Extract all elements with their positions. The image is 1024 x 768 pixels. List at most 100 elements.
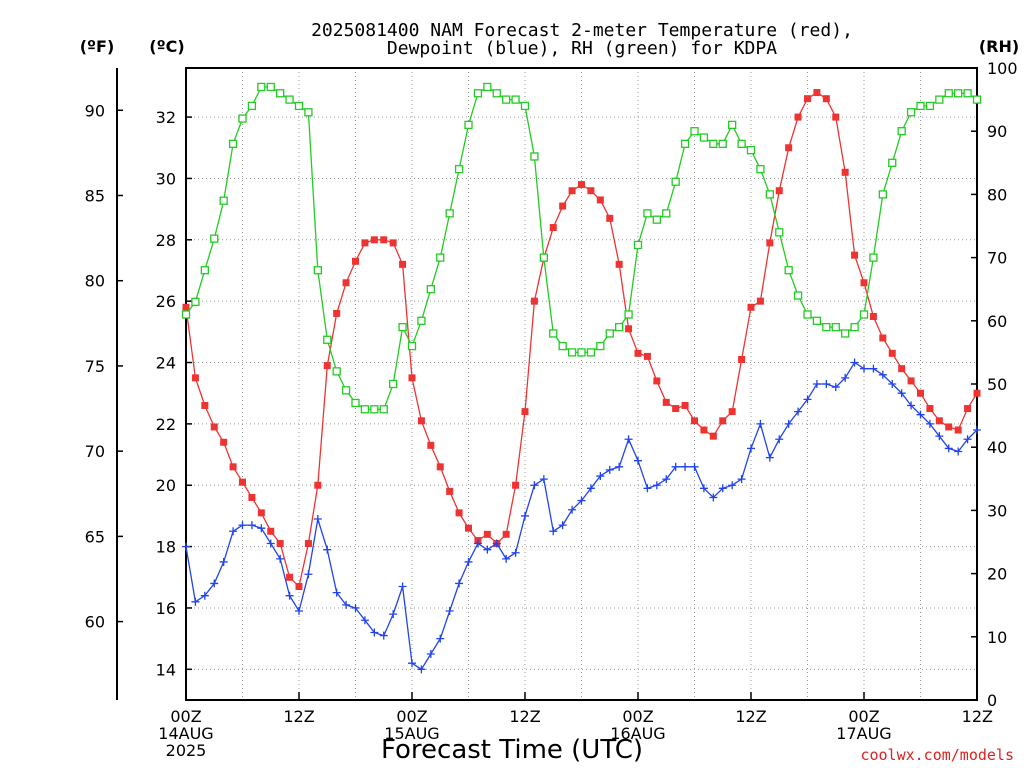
fahrenheit-tick-label: 80 [85, 272, 105, 291]
data-point [473, 539, 482, 548]
data-point [379, 405, 388, 414]
data-point [803, 310, 812, 319]
x-tick-label: 12Z [962, 707, 993, 726]
data-point [333, 309, 341, 317]
data-point [567, 348, 577, 357]
data-point [737, 139, 746, 148]
data-point [681, 462, 690, 471]
series-plus-1 [182, 358, 981, 674]
data-point [408, 659, 416, 668]
data-point [201, 401, 209, 409]
data-point [925, 419, 934, 428]
data-point [352, 257, 359, 265]
data-point [408, 374, 416, 382]
data-point [360, 405, 370, 414]
data-point [436, 463, 444, 471]
data-point [681, 401, 689, 409]
data-point [878, 370, 887, 379]
data-point [511, 95, 520, 104]
data-point [775, 228, 784, 237]
data-point [747, 444, 755, 453]
data-point [191, 597, 200, 606]
data-point [465, 524, 472, 532]
x-tick-label: 15AUG [384, 724, 439, 743]
data-point [483, 530, 491, 538]
data-point [775, 187, 783, 195]
data-point [549, 224, 557, 232]
data-point [200, 266, 209, 275]
rh-tick-label: 20 [987, 565, 1007, 584]
data-point [210, 579, 219, 588]
celsius-tick-label: 24 [156, 354, 176, 373]
data-point [313, 266, 322, 275]
data-point [219, 196, 228, 205]
data-point [238, 521, 247, 530]
data-point [454, 164, 464, 174]
data-point [972, 95, 982, 104]
data-point [812, 316, 822, 325]
data-point [869, 253, 878, 262]
data-point [530, 152, 539, 161]
x-tick-label: 14AUG [158, 724, 213, 743]
data-point [276, 554, 285, 563]
celsius-tick-label: 14 [156, 660, 176, 679]
data-point [360, 616, 369, 625]
data-point [634, 456, 642, 465]
data-point [370, 405, 379, 414]
data-point [747, 303, 755, 311]
data-point [841, 329, 850, 338]
data-point [709, 432, 717, 440]
data-point [954, 89, 963, 98]
data-point [304, 540, 312, 548]
data-point [313, 514, 322, 523]
data-point [342, 600, 351, 609]
data-point [954, 447, 963, 456]
data-point [492, 539, 501, 548]
data-point [323, 362, 331, 370]
data-point [709, 139, 718, 148]
fahrenheit-tick-label: 85 [85, 186, 105, 205]
data-point [464, 557, 473, 566]
x-tick-label: 2025 [166, 741, 207, 760]
data-point [473, 89, 483, 98]
data-point [304, 570, 313, 579]
fahrenheit-tick-label: 65 [85, 527, 105, 546]
data-point [539, 475, 548, 484]
data-point [898, 365, 906, 373]
x-tick-label: 16AUG [610, 724, 665, 743]
data-point [850, 358, 859, 367]
data-point [596, 196, 604, 204]
data-point [426, 285, 435, 294]
data-point [794, 407, 803, 416]
series-open-square-2 [181, 82, 982, 414]
data-point [314, 481, 322, 489]
data-point [502, 530, 510, 538]
data-point [266, 539, 275, 548]
data-point [803, 395, 812, 404]
data-point [295, 582, 303, 590]
data-point [596, 341, 605, 351]
data-point [587, 187, 595, 195]
data-point [568, 187, 576, 195]
data-point [181, 310, 191, 319]
data-point [699, 484, 708, 493]
celsius-tick-label: 30 [156, 169, 176, 188]
data-point [605, 329, 614, 338]
data-point [671, 462, 680, 471]
data-point [446, 487, 454, 495]
fahrenheit-unit-label: (ºF) [80, 37, 115, 56]
data-point [906, 108, 916, 117]
data-point [596, 472, 605, 481]
data-point [577, 496, 586, 505]
data-point [398, 582, 407, 591]
data-point [370, 628, 379, 637]
data-point [766, 239, 774, 247]
data-point [691, 417, 698, 425]
data-point [728, 408, 736, 416]
data-point [888, 158, 897, 167]
data-point [765, 453, 774, 462]
data-point [738, 355, 746, 363]
data-point [625, 325, 633, 333]
